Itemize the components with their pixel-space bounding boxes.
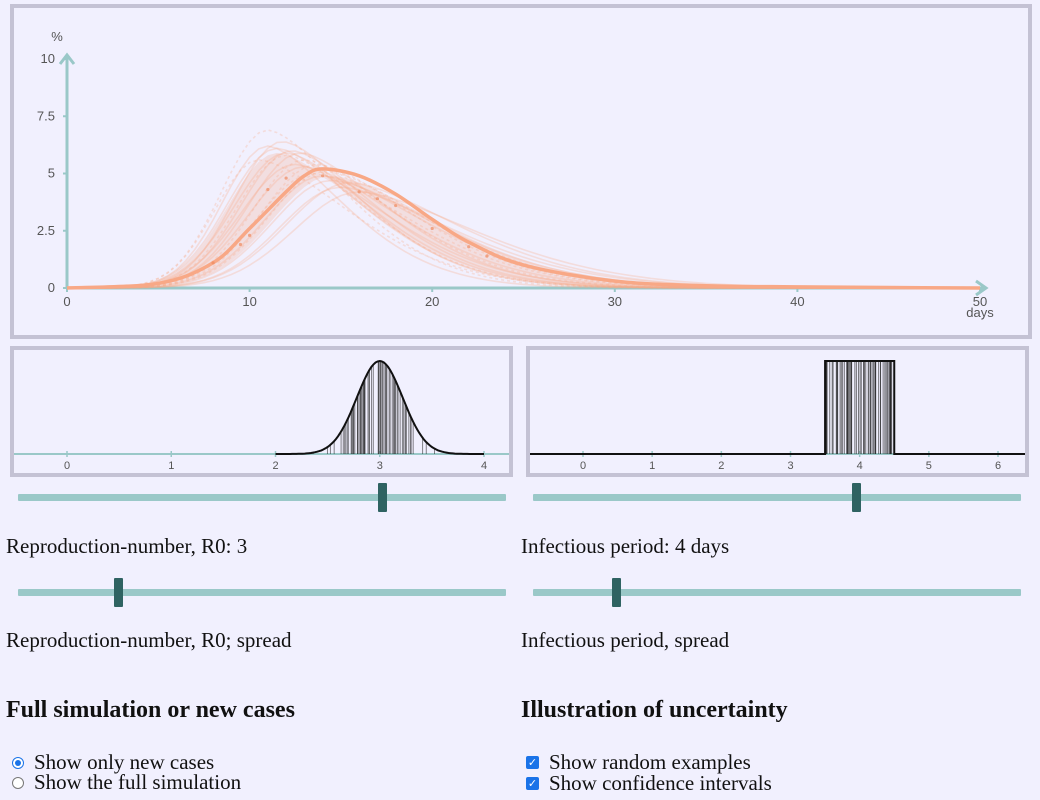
option-confidence-intervals-label: Show confidence intervals [549,771,772,795]
distribution-tick-label: 2 [272,460,278,472]
x-tick-label: 10 [242,294,256,309]
example-curve [67,158,980,289]
r0-spread-slider[interactable] [18,578,506,607]
checkbox-confidence-intervals[interactable]: ✓ [526,777,539,790]
option-new-cases-label: Show only new cases [34,750,215,774]
distribution-tick-label: 4 [481,460,487,472]
data-point [430,226,434,231]
distribution-curve [275,359,484,455]
y-tick-label: 10 [41,51,55,66]
y-tick-label: 2.5 [37,223,55,238]
distribution-tick-label: 1 [649,460,655,472]
y-axis-arrow [58,52,76,65]
data-points [211,174,489,265]
data-point [485,254,489,258]
distribution-tick-label: 6 [995,460,1001,472]
infectious-spread-slider[interactable] [533,578,1021,607]
example-curve [67,158,980,289]
data-point [211,261,215,265]
simulation-heading: Full simulation or new cases [6,697,295,723]
radio-full-simulation[interactable] [12,776,24,789]
infectious-spread-label: Infectious period, spread [521,628,730,652]
r0-label: Reproduction-number, R0: 3 [6,534,248,558]
uncertainty-heading: Illustration of uncertainty [521,697,788,723]
distribution-tick-label: 3 [787,460,793,472]
data-point [284,176,288,180]
data-point [266,187,270,192]
option-random-examples-label: Show random examples [549,750,751,774]
option-random-examples[interactable]: ✓ Show random examples [526,750,751,775]
option-confidence-intervals[interactable]: ✓ Show confidence intervals [526,771,772,796]
epidemic-chart-panel: 0 2.5 5 7.5 10% 0 10 20 30 40 50 days [10,4,1032,339]
r0-distribution-chart: 0 1 2 3 4 [14,359,509,472]
sample-bars [825,361,893,454]
sample-bars [310,361,453,454]
distribution-tick-label: 3 [377,460,383,472]
confidence-band [67,152,980,288]
distribution-tick-label: 2 [718,460,724,472]
y-tick-label: 5 [48,166,55,181]
x-tick-label: 40 [790,294,804,309]
data-point [394,203,398,208]
r0-slider[interactable] [18,483,506,512]
infectious-distribution-panel: 0 1 2 3 4 5 6 [526,346,1029,477]
data-point [467,245,471,249]
x-tick-label: 30 [608,294,622,309]
y-tick-label: 7.5 [37,108,55,123]
data-point [357,190,361,194]
x-unit-label: days [966,305,994,320]
infectious-spread-slider-thumb[interactable] [612,578,621,607]
example-curve [67,170,980,289]
option-new-cases[interactable]: Show only new cases [12,750,214,775]
data-point [321,174,325,178]
r0-slider-thumb[interactable] [378,483,387,512]
infectious-label: Infectious period: 4 days [521,534,730,558]
data-point [248,233,252,237]
distribution-curve [530,360,1025,455]
distribution-tick-label: 5 [926,460,932,472]
distribution-tick-label: 0 [64,460,70,472]
y-tick-label: 0 [48,280,55,295]
infectious-distribution-chart: 0 1 2 3 4 5 6 [530,360,1025,472]
radio-new-cases[interactable] [12,756,24,769]
x-axis-arrow [975,279,989,297]
r0-spread-slider-thumb[interactable] [114,578,123,607]
x-tick-label: 50 [973,294,987,309]
infectious-slider[interactable] [533,483,1021,512]
option-full-simulation[interactable]: Show the full simulation [12,770,241,795]
infectious-slider-thumb[interactable] [852,483,861,512]
x-tick-label: 0 [63,294,70,309]
r0-spread-label: Reproduction-number, R0; spread [6,628,292,652]
option-full-simulation-label: Show the full simulation [34,770,242,794]
main-series-line [66,167,981,290]
data-point [238,242,243,247]
y-unit-label: % [51,29,63,44]
checkbox-random-examples[interactable]: ✓ [526,756,539,769]
x-tick-label: 20 [425,294,439,309]
r0-distribution-panel: 0 1 2 3 4 [10,346,513,477]
distribution-tick-label: 4 [857,460,863,472]
distribution-tick-label: 0 [580,460,586,472]
data-point [375,197,380,201]
distribution-tick-label: 1 [168,460,174,472]
